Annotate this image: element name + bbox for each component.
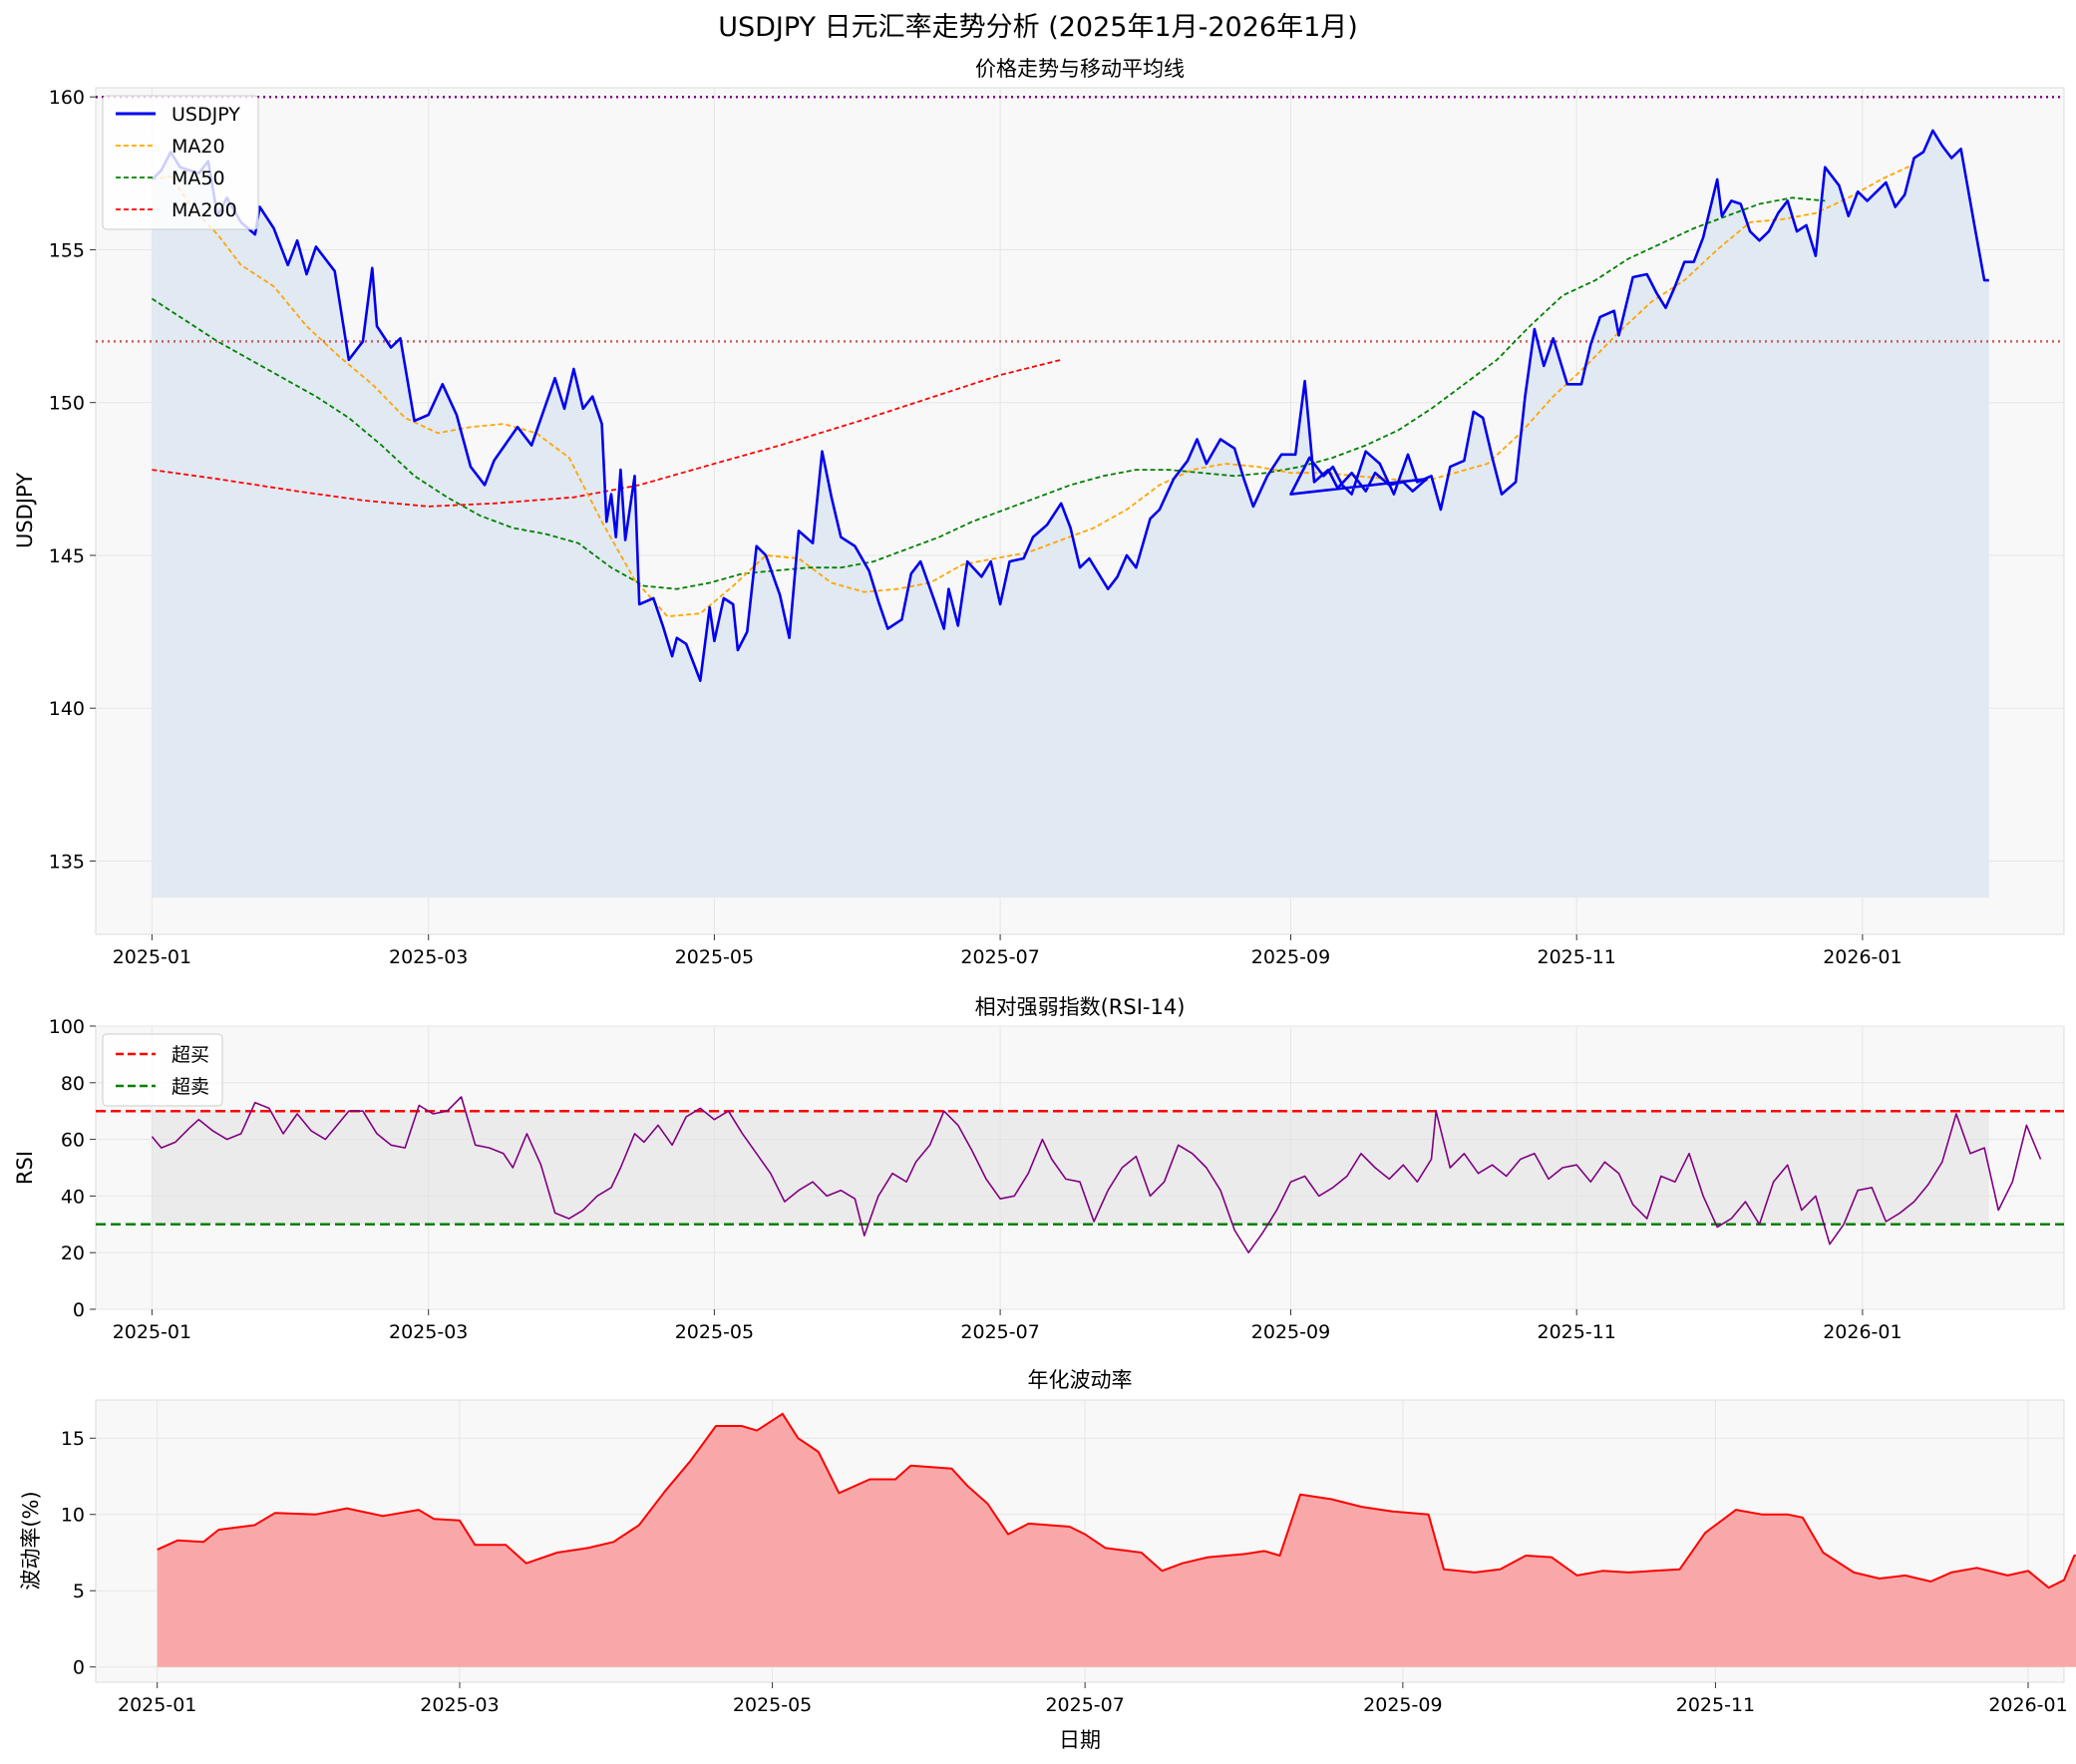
vol-xlabel: 日期 [1059,1728,1101,1752]
x-tick-label: 2025-11 [1538,946,1616,968]
y-tick-label: 20 [61,1242,85,1264]
x-tick-label: 2025-05 [675,946,754,968]
y-tick-label: 150 [49,393,85,415]
x-tick-label: 2025-03 [389,946,468,968]
y-tick-label: 80 [61,1073,85,1095]
x-tick-label: 2025-03 [420,1694,499,1716]
y-tick-label: 145 [49,545,85,567]
price-legend: USDJPY MA20 MA50 MA200 [102,95,259,230]
y-tick-label: 0 [73,1299,85,1321]
legend-label-ma50: MA50 [172,168,225,189]
price-ticks: 2025-01 2025-03 2025-05 2025-07 2025-09 2025-… [49,87,1903,968]
x-tick-label: 2025-07 [960,1321,1039,1343]
figure-suptitle: USDJPY 日元汇率走势分析 (2025年1月-2026年1月) [718,12,1358,43]
volatility-area-fill [157,1413,2076,1667]
vol-panel: 年化波动率 波动率(%) 日期 2025-01 2025-03 2025-05 202… [19,1368,2076,1752]
y-tick-label: 140 [49,698,85,720]
x-tick-label: 2025-09 [1251,946,1330,968]
x-tick-label: 2025-07 [1045,1694,1124,1716]
rsi-ticks: 2025-01 2025-03 2025-05 2025-07 2025-09 2025-… [49,1016,1903,1343]
vol-ylabel: 波动率(%) [19,1491,43,1589]
rsi-legend-box [102,1033,223,1107]
x-tick-label: 2026-01 [1823,1321,1902,1343]
x-tick-label: 2025-01 [113,946,191,968]
x-tick-label: 2025-05 [733,1694,812,1716]
legend-label-ma20: MA20 [172,136,225,158]
x-tick-label: 2025-03 [389,1321,468,1343]
x-tick-label: 2026-01 [1988,1694,2067,1716]
x-tick-label: 2025-09 [1363,1694,1442,1716]
volatility-line [157,1412,2076,1589]
legend-label-usdjpy: USDJPY [172,104,240,126]
rsi-legend: 超买 超卖 [102,1033,223,1107]
y-tick-label: 60 [61,1130,85,1152]
rsi-marks [96,1096,2064,1253]
vol-ticks: 2025-01 2025-03 2025-05 2025-07 2025-09 2025-… [61,1428,2068,1716]
legend-label-overbought: 超买 [172,1044,209,1066]
x-tick-label: 2025-11 [1676,1694,1755,1716]
rsi-title: 相对强弱指数(RSI-14) [975,995,1186,1019]
price-ylabel: USDJPY [13,473,37,548]
legend-label-ma200: MA200 [172,199,237,221]
y-tick-label: 5 [73,1581,85,1602]
usdjpy-line [151,129,1989,682]
x-tick-label: 2025-09 [1251,1321,1330,1343]
x-tick-label: 2025-11 [1538,1321,1616,1343]
price-panel: 价格走势与移动平均线 USDJPY 2025-01 2025-03 2025-05 2… [13,57,2065,968]
y-tick-label: 15 [61,1428,85,1450]
y-tick-label: 160 [49,87,85,109]
y-tick-label: 0 [73,1657,85,1679]
ma20-line [152,163,1914,618]
x-tick-label: 2025-05 [675,1321,754,1343]
rsi-line [151,1096,2042,1253]
y-tick-label: 10 [61,1505,85,1527]
rsi-ylabel: RSI [13,1151,37,1185]
ma200-line [152,358,1062,508]
price-legend-box [102,95,259,230]
price-marks [96,95,2064,898]
price-area-fill [152,130,1989,898]
x-tick-label: 2025-01 [113,1321,191,1343]
y-tick-label: 100 [49,1016,85,1038]
rsi-neutral-band [152,1111,1989,1225]
legend-label-oversold: 超卖 [172,1076,209,1098]
x-tick-label: 2025-07 [960,946,1039,968]
y-tick-label: 135 [49,851,85,873]
price-title: 价格走势与移动平均线 [975,57,1185,81]
x-tick-label: 2026-01 [1823,946,1902,968]
vol-title: 年化波动率 [1028,1368,1133,1392]
rsi-panel: 相对强弱指数(RSI-14) RSI 2025-01 2025-03 2025-05… [13,995,2065,1343]
y-tick-label: 40 [61,1186,85,1208]
ma50-line [151,196,1826,590]
x-tick-label: 2025-01 [118,1694,196,1716]
vol-marks [157,1412,2076,1667]
y-tick-label: 155 [49,239,85,261]
